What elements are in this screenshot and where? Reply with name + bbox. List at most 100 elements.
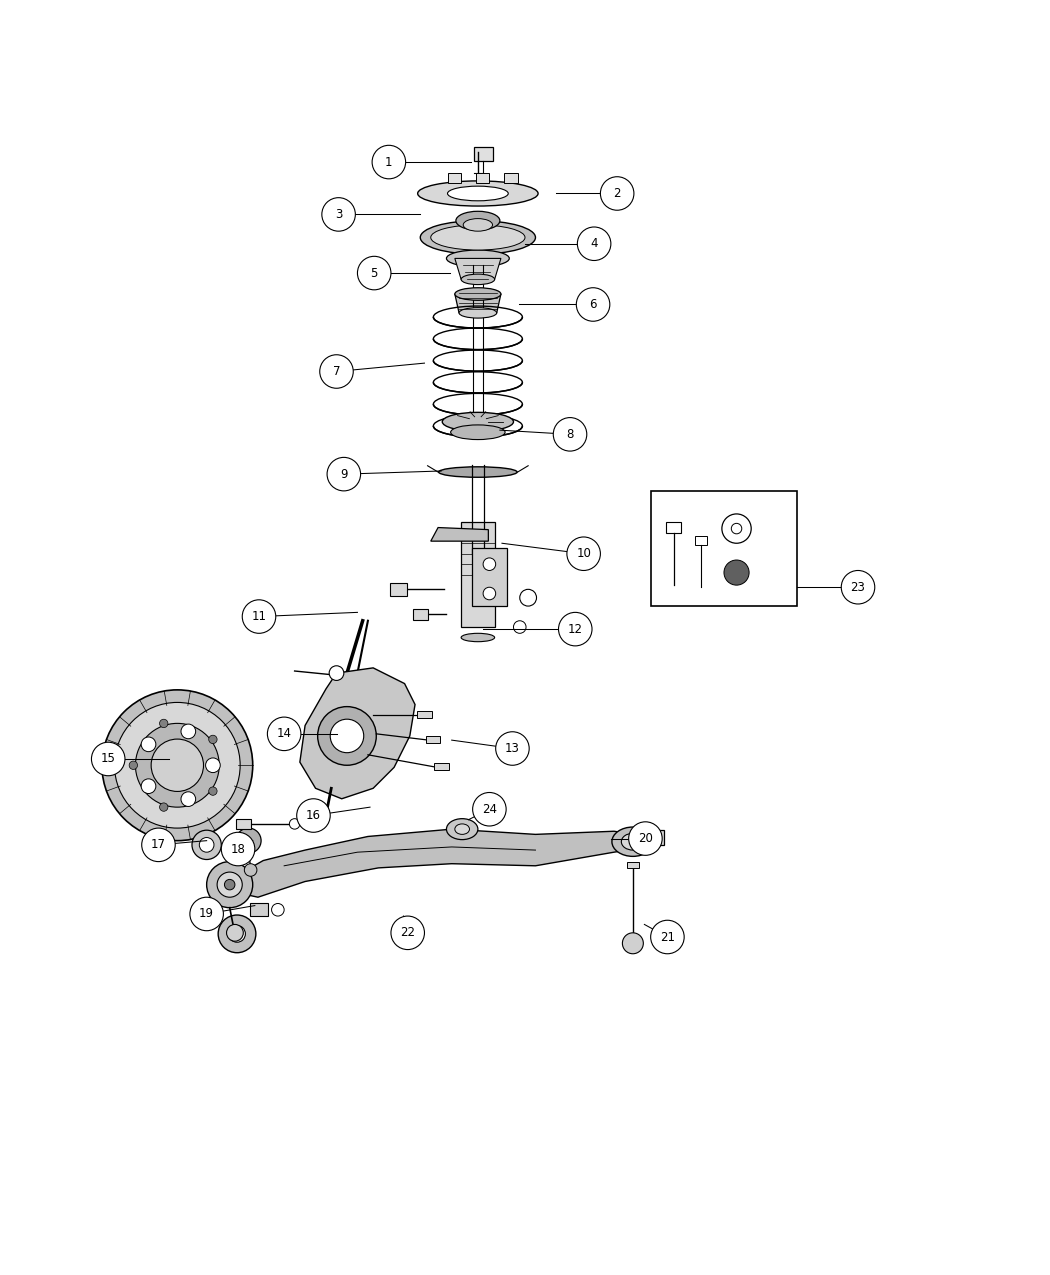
Circle shape <box>330 719 363 752</box>
FancyBboxPatch shape <box>474 148 492 161</box>
Circle shape <box>329 666 343 681</box>
Circle shape <box>160 719 168 728</box>
Circle shape <box>245 863 257 876</box>
Text: 1: 1 <box>385 156 393 168</box>
Ellipse shape <box>612 827 654 857</box>
Ellipse shape <box>459 307 497 317</box>
Circle shape <box>102 690 253 840</box>
Polygon shape <box>430 528 488 541</box>
Circle shape <box>841 570 875 604</box>
Ellipse shape <box>420 221 536 254</box>
Ellipse shape <box>446 250 509 266</box>
Circle shape <box>722 514 751 543</box>
Circle shape <box>142 827 175 862</box>
Circle shape <box>483 588 496 599</box>
Text: 2: 2 <box>613 187 621 200</box>
Polygon shape <box>455 295 501 312</box>
Text: 5: 5 <box>371 266 378 279</box>
Circle shape <box>372 145 405 178</box>
Bar <box>651 491 797 606</box>
Circle shape <box>651 921 685 954</box>
Circle shape <box>290 819 300 829</box>
Text: 11: 11 <box>252 609 267 623</box>
Circle shape <box>200 838 214 852</box>
Circle shape <box>623 933 644 954</box>
Circle shape <box>391 915 424 950</box>
Bar <box>461 523 495 627</box>
Text: 19: 19 <box>200 908 214 921</box>
Circle shape <box>513 621 526 634</box>
Circle shape <box>731 523 741 534</box>
FancyBboxPatch shape <box>425 736 440 743</box>
Circle shape <box>320 354 353 389</box>
Text: 16: 16 <box>306 810 321 822</box>
Ellipse shape <box>455 288 501 301</box>
Circle shape <box>217 872 243 898</box>
Circle shape <box>209 736 217 743</box>
Circle shape <box>520 589 537 606</box>
Ellipse shape <box>442 412 513 431</box>
Circle shape <box>190 898 224 931</box>
Text: 9: 9 <box>340 468 348 481</box>
Text: 23: 23 <box>850 580 865 594</box>
Circle shape <box>141 779 155 793</box>
Ellipse shape <box>455 824 469 834</box>
Ellipse shape <box>461 634 495 641</box>
Circle shape <box>141 737 155 752</box>
Circle shape <box>322 198 355 231</box>
Circle shape <box>318 706 376 765</box>
Ellipse shape <box>456 212 500 230</box>
Circle shape <box>114 703 240 827</box>
FancyBboxPatch shape <box>447 172 461 184</box>
Circle shape <box>218 915 256 952</box>
Text: 15: 15 <box>101 752 116 765</box>
FancyBboxPatch shape <box>434 764 448 770</box>
Text: 17: 17 <box>151 839 166 852</box>
Circle shape <box>160 803 168 811</box>
Text: 10: 10 <box>576 547 591 560</box>
Circle shape <box>207 862 253 908</box>
Text: 13: 13 <box>505 742 520 755</box>
Text: 6: 6 <box>589 298 596 311</box>
FancyBboxPatch shape <box>667 523 681 533</box>
Circle shape <box>328 458 360 491</box>
Circle shape <box>129 761 138 769</box>
Circle shape <box>357 256 391 289</box>
Bar <box>471 548 507 606</box>
Polygon shape <box>300 668 415 798</box>
Text: 8: 8 <box>566 428 573 441</box>
Circle shape <box>472 793 506 826</box>
Circle shape <box>151 740 204 792</box>
FancyBboxPatch shape <box>476 172 489 184</box>
Circle shape <box>576 288 610 321</box>
Ellipse shape <box>447 186 508 200</box>
FancyBboxPatch shape <box>646 830 665 845</box>
Ellipse shape <box>430 224 525 250</box>
Circle shape <box>723 560 749 585</box>
Text: 20: 20 <box>638 833 653 845</box>
Circle shape <box>483 558 496 570</box>
Circle shape <box>181 792 195 807</box>
Ellipse shape <box>461 274 495 284</box>
Circle shape <box>227 924 244 941</box>
Text: 18: 18 <box>231 843 246 856</box>
Circle shape <box>496 732 529 765</box>
FancyBboxPatch shape <box>413 609 427 620</box>
Polygon shape <box>455 259 501 279</box>
FancyBboxPatch shape <box>250 904 269 915</box>
Circle shape <box>272 904 285 915</box>
FancyBboxPatch shape <box>695 536 708 546</box>
Circle shape <box>229 926 246 942</box>
Ellipse shape <box>418 181 538 207</box>
Circle shape <box>206 757 220 773</box>
Text: 21: 21 <box>659 931 675 944</box>
Circle shape <box>209 787 217 796</box>
Circle shape <box>135 723 219 807</box>
Text: 4: 4 <box>590 237 597 250</box>
Text: 12: 12 <box>568 622 583 636</box>
Circle shape <box>181 724 195 738</box>
Circle shape <box>225 880 235 890</box>
FancyBboxPatch shape <box>417 710 432 718</box>
Circle shape <box>578 227 611 260</box>
FancyBboxPatch shape <box>236 819 251 829</box>
